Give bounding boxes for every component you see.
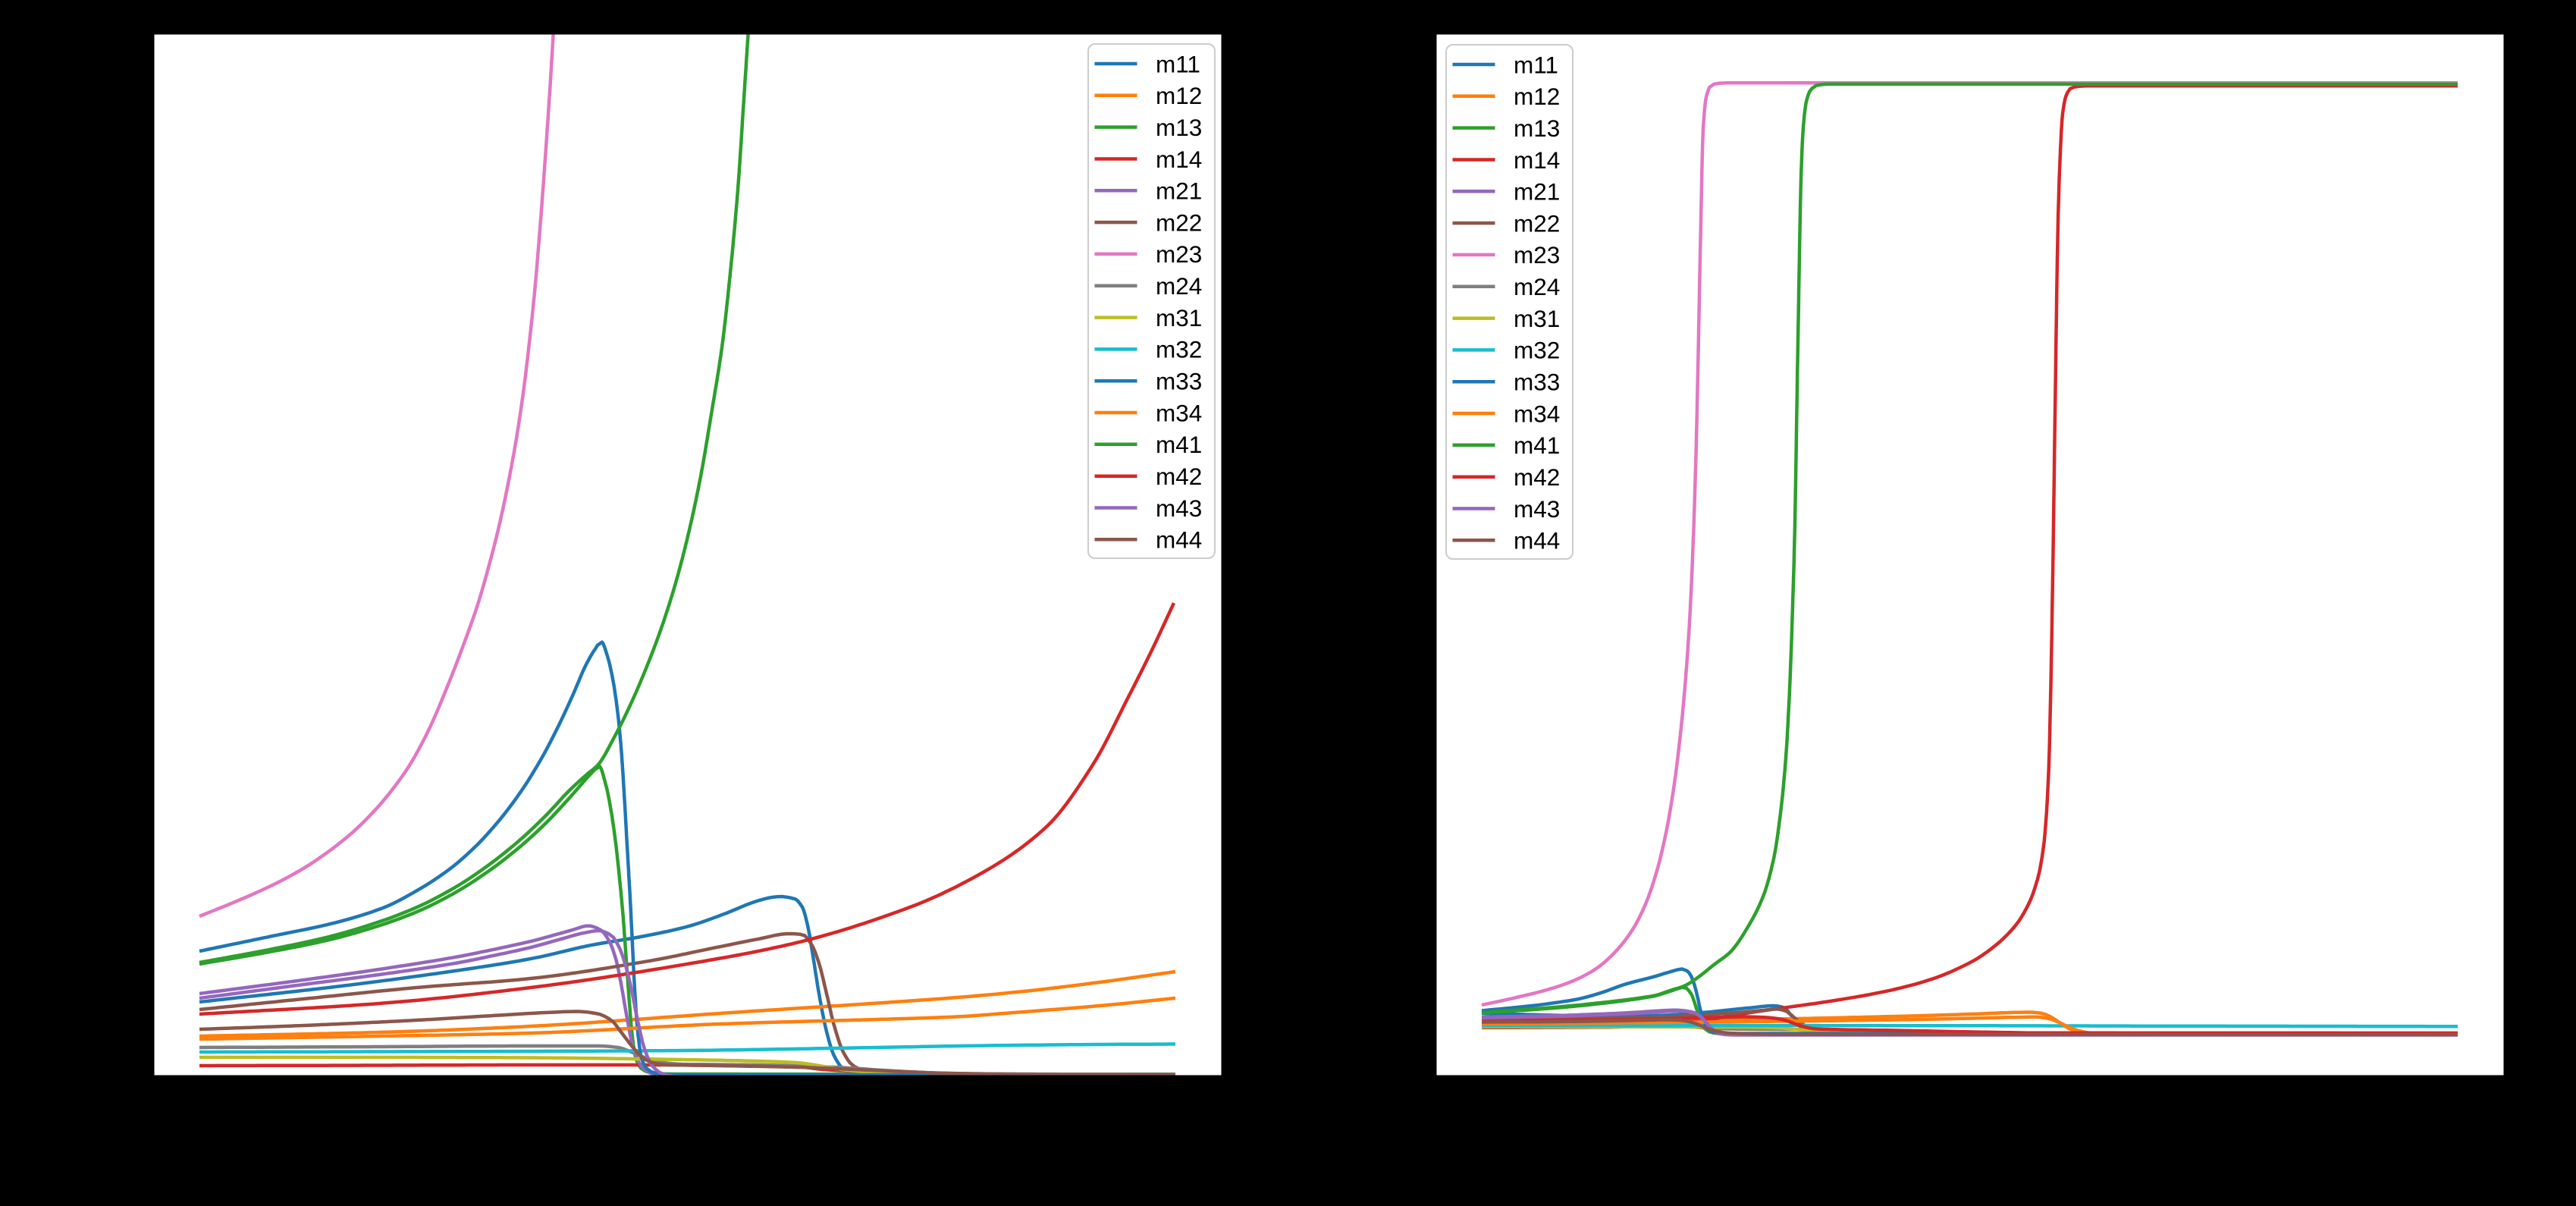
svg-text:m13: m13 — [1156, 114, 1202, 141]
svg-text:m32: m32 — [1156, 336, 1202, 363]
svg-text:m41: m41 — [1514, 432, 1560, 459]
svg-text:m42: m42 — [1514, 463, 1560, 491]
svg-text:m31: m31 — [1156, 304, 1202, 331]
svg-text:m43: m43 — [1156, 495, 1202, 522]
svg-text:m23: m23 — [1514, 241, 1560, 269]
svg-text:m34: m34 — [1156, 399, 1202, 426]
svg-text:m13: m13 — [1514, 115, 1560, 142]
svg-text:m21: m21 — [1514, 178, 1560, 206]
svg-text:m22: m22 — [1156, 209, 1202, 236]
svg-text:m41: m41 — [1156, 431, 1202, 458]
svg-text:m42: m42 — [1156, 463, 1202, 490]
svg-text:m23: m23 — [1156, 240, 1202, 268]
svg-text:m11: m11 — [1156, 50, 1200, 77]
svg-text:m43: m43 — [1514, 495, 1560, 523]
svg-text:m33: m33 — [1514, 369, 1560, 396]
svg-text:m24: m24 — [1156, 272, 1202, 300]
svg-text:m32: m32 — [1514, 337, 1560, 364]
svg-text:m44: m44 — [1156, 526, 1202, 554]
svg-text:m21: m21 — [1156, 177, 1202, 205]
svg-text:m34: m34 — [1514, 400, 1560, 427]
svg-text:m31: m31 — [1514, 305, 1560, 332]
svg-text:m22: m22 — [1514, 209, 1560, 237]
svg-text:m12: m12 — [1514, 83, 1560, 110]
svg-text:m12: m12 — [1156, 82, 1202, 109]
svg-text:m33: m33 — [1156, 368, 1202, 395]
svg-text:m44: m44 — [1514, 527, 1560, 554]
svg-text:m11: m11 — [1514, 51, 1558, 78]
svg-text:m14: m14 — [1514, 146, 1560, 174]
svg-text:m24: m24 — [1514, 273, 1560, 300]
svg-text:m14: m14 — [1156, 146, 1202, 173]
